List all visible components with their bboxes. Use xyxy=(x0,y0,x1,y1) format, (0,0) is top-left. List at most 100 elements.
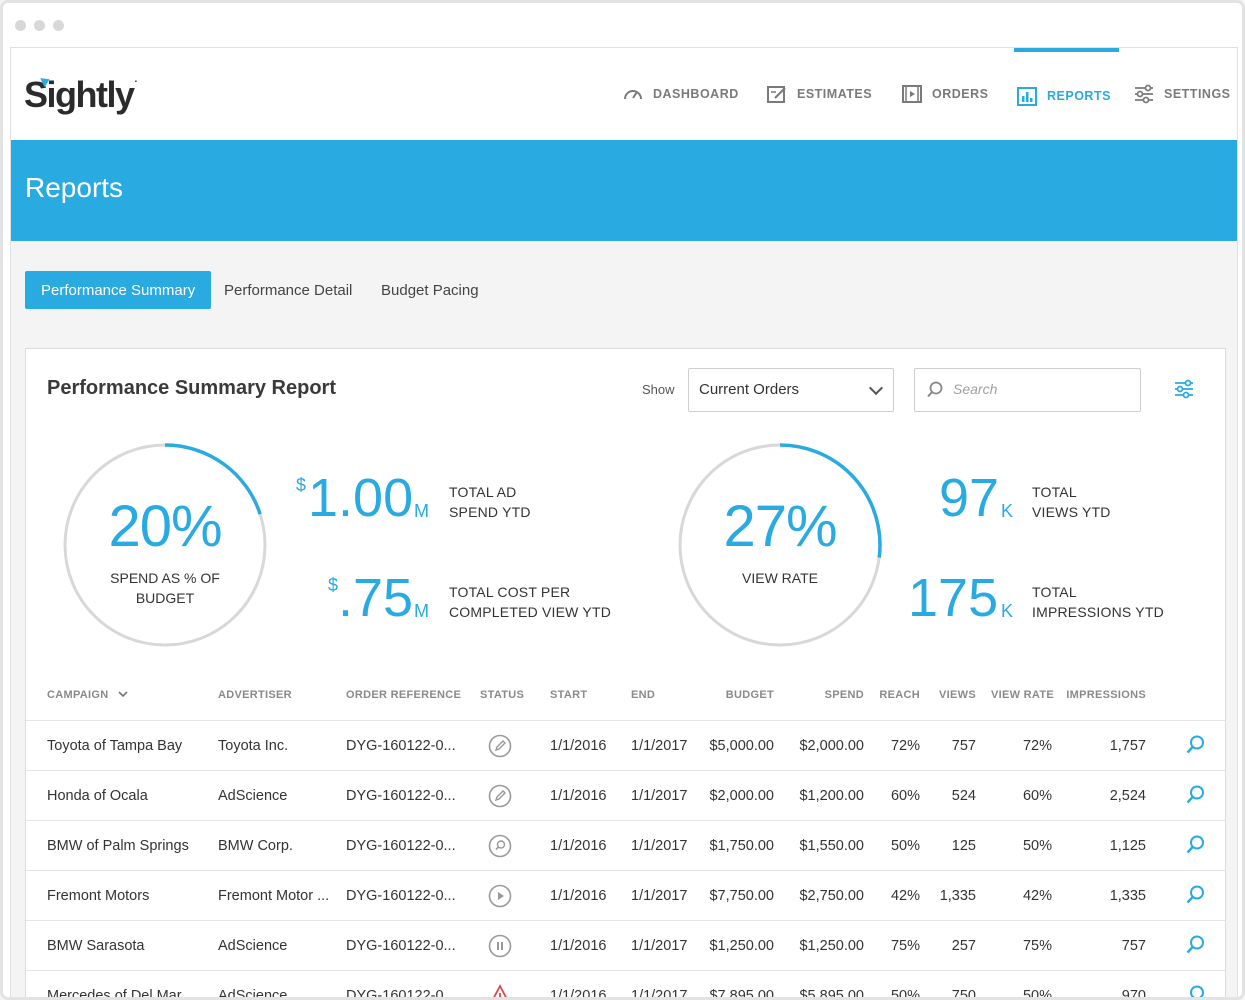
budget-cell: $1,750.00 xyxy=(709,838,774,854)
col-header-view-rate[interactable]: VIEW RATE xyxy=(991,689,1054,701)
total-views-value: 97 xyxy=(939,468,1000,528)
tab-performance-summary[interactable]: Performance Summary xyxy=(25,271,212,309)
view-rate-cell: 42% xyxy=(1022,888,1052,904)
reach-cell: 72% xyxy=(890,738,920,754)
advertiser-cell: Toyota Inc. xyxy=(218,738,289,754)
status-play-icon[interactable] xyxy=(488,884,512,908)
start-cell: 1/1/2016 xyxy=(550,738,607,754)
nav-label: DASHBOARD xyxy=(653,87,739,101)
total-views-suffix: K xyxy=(1001,501,1014,521)
order-ref-cell: DYG-160122-0... xyxy=(346,738,456,754)
budget-cell: $7,895.00 xyxy=(709,988,774,1000)
tab-performance-detail[interactable]: Performance Detail xyxy=(224,281,353,299)
total-views-label: TOTAL VIEWS YTD xyxy=(1032,484,1111,520)
nav-reports[interactable]: REPORTS xyxy=(1014,48,1119,140)
row-search-icon[interactable] xyxy=(1184,734,1206,756)
campaign-cell: BMW of Palm Springs xyxy=(47,838,189,854)
sliders-icon xyxy=(1135,84,1153,104)
tab-budget-pacing[interactable]: Budget Pacing xyxy=(381,281,479,299)
col-header-reach[interactable]: REACH xyxy=(879,689,920,701)
spend-cell: $2,000.00 xyxy=(799,738,864,754)
advertiser-cell: AdScience xyxy=(218,938,288,954)
order-ref-cell: DYG-160122-0... xyxy=(346,888,456,904)
ad-spend-suffix: M xyxy=(414,501,429,521)
row-search-icon[interactable] xyxy=(1184,934,1206,956)
col-header-impressions[interactable]: IMPRESSIONS xyxy=(1066,689,1146,701)
window-dot-icon[interactable] xyxy=(15,20,26,31)
nav-settings[interactable]: SETTINGS xyxy=(1133,48,1231,140)
status-edit-icon[interactable] xyxy=(488,784,512,808)
advertiser-cell: AdScience xyxy=(218,988,288,1000)
window-dot-icon[interactable] xyxy=(34,20,45,31)
row-search-icon[interactable] xyxy=(1184,784,1206,806)
nav-orders[interactable]: ORDERS xyxy=(901,48,988,140)
view-rate-cell: 50% xyxy=(1022,988,1052,1000)
show-dropdown[interactable]: Current Orders xyxy=(688,368,894,412)
nav-estimates[interactable]: ESTIMATES xyxy=(766,48,872,140)
spend-gauge: 20% SPEND AS % OF BUDGET xyxy=(63,443,267,647)
end-cell: 1/1/2017 xyxy=(631,988,688,1000)
table-row[interactable]: BMW of Palm Springs BMW Corp. DYG-160122-0… xyxy=(26,820,1225,870)
campaign-cell: Honda of Ocala xyxy=(47,788,148,804)
nav-label: SETTINGS xyxy=(1164,87,1231,101)
col-header-status[interactable]: STATUS xyxy=(480,689,525,701)
impressions-cell: 2,524 xyxy=(1109,788,1146,804)
spend-cell: $1,550.00 xyxy=(799,838,864,854)
table-row[interactable]: Mercedes of Del Mar AdScience DYG-160122-0… xyxy=(26,970,1225,1000)
filter-sliders-icon[interactable] xyxy=(1173,378,1195,400)
impressions-cell: 1,757 xyxy=(1109,738,1146,754)
advertiser-cell: BMW Corp. xyxy=(218,838,293,854)
advertiser-cell: Fremont Motor ... xyxy=(218,888,330,904)
window-dot-icon[interactable] xyxy=(53,20,64,31)
views-cell: 750 xyxy=(951,988,976,1000)
report-title: Performance Summary Report xyxy=(47,377,336,399)
view-rate-cell: 50% xyxy=(1022,838,1052,854)
order-ref-cell: DYG-160122-0... xyxy=(346,988,456,1000)
campaign-cell: Toyota of Tampa Bay xyxy=(47,738,183,754)
browser-title-bar xyxy=(3,3,1242,47)
end-cell: 1/1/2017 xyxy=(631,888,688,904)
app-root: Sightly. DASHBOARD ESTIMATES ORDERS REPO… xyxy=(10,47,1238,1000)
advertiser-cell: AdScience xyxy=(218,788,288,804)
end-cell: 1/1/2017 xyxy=(631,788,688,804)
ad-spend-prefix: $ xyxy=(296,475,307,495)
total-impressions-label: TOTAL IMPRESSIONS YTD xyxy=(1032,584,1164,620)
start-cell: 1/1/2016 xyxy=(550,938,607,954)
order-ref-cell: DYG-160122-0... xyxy=(346,788,456,804)
nav-label: REPORTS xyxy=(1047,89,1111,103)
status-review-icon[interactable] xyxy=(488,834,512,858)
ad-spend-value: 1.00 xyxy=(308,468,414,528)
status-pause-icon[interactable] xyxy=(488,934,512,958)
view-rate-cell: 75% xyxy=(1022,938,1052,954)
spend-cell: $5,895.00 xyxy=(799,988,864,1000)
table-row[interactable]: Toyota of Tampa Bay Toyota Inc. DYG-160122… xyxy=(26,720,1225,770)
col-header-order-reference[interactable]: ORDER REFERENCE xyxy=(346,689,462,701)
search-field[interactable] xyxy=(914,368,1141,412)
spend-pct-value: 20% xyxy=(108,494,222,559)
sort-chevron-down-icon xyxy=(118,691,128,698)
budget-cell: $1,250.00 xyxy=(709,938,774,954)
table-row[interactable]: BMW Sarasota AdScience DYG-160122-0... 1/1/… xyxy=(26,920,1225,970)
impressions-cell: 1,125 xyxy=(1109,838,1146,854)
status-edit-icon[interactable] xyxy=(488,734,512,758)
views-cell: 1,335 xyxy=(939,888,976,904)
row-search-icon[interactable] xyxy=(1184,884,1206,906)
search-input[interactable] xyxy=(953,381,1133,397)
col-header-spend[interactable]: SPEND xyxy=(824,689,864,701)
col-header-start[interactable]: START xyxy=(550,689,588,701)
spend-pct-label: SPEND AS % OF BUDGET xyxy=(110,570,220,606)
col-header-advertiser[interactable]: ADVERTISER xyxy=(218,689,292,701)
status-alert-icon[interactable] xyxy=(488,984,512,1000)
col-header-views[interactable]: VIEWS xyxy=(939,689,976,701)
table-row[interactable]: Fremont Motors Fremont Motor ... DYG-16012… xyxy=(26,870,1225,920)
col-header-budget[interactable]: BUDGET xyxy=(725,689,774,701)
row-search-icon[interactable] xyxy=(1184,984,1206,1000)
nav-dashboard[interactable]: DASHBOARD xyxy=(622,48,739,140)
spend-cell: $2,750.00 xyxy=(799,888,864,904)
table-row[interactable]: Honda of Ocala AdScience DYG-160122-0... 1/… xyxy=(26,770,1225,820)
row-search-icon[interactable] xyxy=(1184,834,1206,856)
nav-label: ORDERS xyxy=(932,87,989,101)
col-header-campaign[interactable]: CAMPAIGN xyxy=(47,689,128,701)
col-header-end[interactable]: END xyxy=(631,689,656,701)
sightly-logo[interactable]: Sightly. xyxy=(24,74,138,115)
